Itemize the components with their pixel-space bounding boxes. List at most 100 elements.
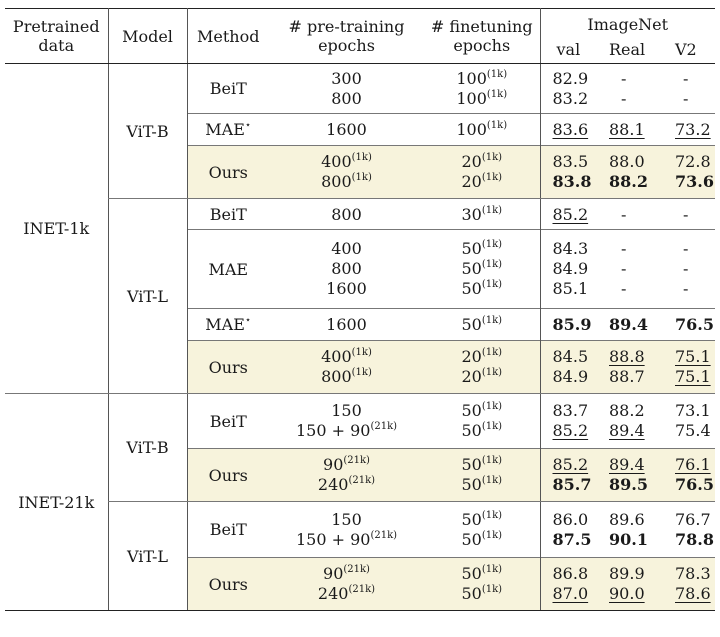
finetune-epochs-cell: 50(1k) 50(1k) 50(1k) xyxy=(461,239,503,298)
pretrain-epochs-cell: 90(21k) 240(21k) xyxy=(269,557,424,611)
header-finetuning-line1: # finetuning xyxy=(430,17,533,36)
pretrain-epochs-cell: 400 800 1600 xyxy=(326,239,367,298)
method-beit: BeiT xyxy=(186,198,269,230)
real-cell: 89.6 90.1 xyxy=(609,509,648,549)
finetune-epochs-cell: 50(1k) 50(1k) xyxy=(424,557,540,611)
header-v2: V2 xyxy=(661,36,715,64)
method-beit: BeiT xyxy=(186,501,269,558)
header-finetuning-line2: epochs xyxy=(453,36,511,55)
header-pretraining-line2: epochs xyxy=(318,36,375,55)
model-vit-b-1k: ViT-B xyxy=(107,63,187,199)
pretrain-epochs-cell: 1600 xyxy=(326,315,367,334)
pretrain-epochs-cell: 400(1k) 800(1k) xyxy=(269,340,424,394)
table-row: ViT-L BeiT 150 150 + 90(21k) 50(1k) 50(1k)… xyxy=(5,501,715,611)
results-table: Pretrained data Model Method # pre-train… xyxy=(5,8,715,611)
pretrain-epochs-cell: 400(1k) 800(1k) xyxy=(269,145,424,199)
real-cell: 88.1 xyxy=(609,120,645,139)
v2-cell: 76.5 xyxy=(675,315,714,334)
header-pretrained-line2: data xyxy=(38,36,75,55)
group-inet-21k: INET-21k xyxy=(5,393,108,611)
val-cell: 83.5 83.8 xyxy=(539,145,603,199)
real-cell: -- xyxy=(621,68,627,108)
val-cell: 82.9 83.2 xyxy=(539,63,603,114)
val-cell: 85.2 85.7 xyxy=(539,448,603,502)
v2-cell: --- xyxy=(683,239,689,298)
table-header: Pretrained data Model Method # pre-train… xyxy=(5,8,715,64)
v2-cell: 78.3 78.6 xyxy=(661,557,715,611)
pretrain-epochs-cell: 800 xyxy=(331,204,362,224)
header-real: Real xyxy=(603,36,661,64)
pretrain-epochs-cell: 150 150 + 90(21k) xyxy=(295,509,398,549)
real-cell: 88.0 88.2 xyxy=(603,145,661,199)
v2-cell: 72.8 73.6 xyxy=(661,145,715,199)
finetune-epochs-cell: 100(1k) xyxy=(456,120,508,139)
pretrain-epochs-cell: 1600 xyxy=(326,120,367,139)
table-body: INET-1k ViT-B BeiT 300 800 100(1k) 100(1k)… xyxy=(5,63,715,611)
method-ours: Ours xyxy=(186,340,269,394)
table-row: Ours 90(21k) 240(21k) 50(1k) 50(1k) 86.8 87… xyxy=(5,557,715,611)
v2-cell: 73.1 75.4 xyxy=(675,401,711,440)
table-row: Ours 90(21k) 240(21k) 50(1k) 50(1k) 85.2 85… xyxy=(5,448,715,502)
pretrain-epochs-cell: 150 150 + 90(21k) xyxy=(295,401,398,440)
table-row: Ours 400(1k) 800(1k) 20(1k) 20(1k) 84.5 84.… xyxy=(5,340,715,394)
header-model: Model xyxy=(107,8,187,64)
val-cell: 85.2 xyxy=(539,198,603,230)
real-cell: 88.2 89.4 xyxy=(609,401,645,440)
table-row: INET-21k ViT-B BeiT 150 150 + 90(21k) 50(… xyxy=(5,393,715,611)
v2-cell: 75.1 75.1 xyxy=(661,340,715,394)
table-row: MAE⋆ 1600 100(1k) 83.6 88.1 73.2 xyxy=(5,113,715,146)
finetune-epochs-cell: 50(1k) 50(1k) xyxy=(461,509,503,549)
real-cell: - xyxy=(621,204,627,224)
val-cell: 84.3 84.9 85.1 xyxy=(539,229,603,309)
table-row: MAE 400 800 1600 50(1k) 50(1k) 50(1k) 84.3 84… xyxy=(5,229,715,309)
real-cell: 89.9 90.0 xyxy=(603,557,661,611)
method-ours: Ours xyxy=(186,145,269,199)
method-beit: BeiT xyxy=(186,393,269,449)
model-vit-l-1k: ViT-L xyxy=(107,198,187,394)
v2-cell: 73.2 xyxy=(675,120,711,139)
method-mae: MAE xyxy=(186,229,269,309)
method-ours: Ours xyxy=(186,557,269,611)
real-cell: 89.4 xyxy=(609,315,648,334)
method-ours: Ours xyxy=(186,448,269,502)
header-val: val xyxy=(539,36,603,64)
val-cell: 84.5 84.9 xyxy=(539,340,603,394)
header-imagenet: ImageNet xyxy=(539,8,715,37)
finetune-epochs-cell: 20(1k) 20(1k) xyxy=(424,145,540,199)
v2-cell: 76.1 76.5 xyxy=(661,448,715,502)
real-cell: 89.4 89.5 xyxy=(603,448,661,502)
real-cell: 88.8 88.7 xyxy=(603,340,661,394)
method-beit: BeiT xyxy=(186,63,269,114)
table-row: Ours 400(1k) 800(1k) 20(1k) 20(1k) 83.5 83.… xyxy=(5,145,715,199)
finetune-epochs-cell: 50(1k) 50(1k) xyxy=(424,448,540,502)
method-mae-star: MAE⋆ xyxy=(186,308,269,341)
finetune-epochs-cell: 100(1k) 100(1k) xyxy=(456,68,508,108)
val-cell: 86.0 87.5 xyxy=(539,501,603,558)
header-pretraining-epochs: # pre-training epochs xyxy=(269,8,424,64)
v2-cell: 76.7 78.8 xyxy=(675,509,714,549)
val-cell: 83.7 85.2 xyxy=(539,393,603,449)
table-row: INET-1k ViT-B BeiT 300 800 100(1k) 100(1k)… xyxy=(5,63,715,394)
model-vit-b-21k: ViT-B xyxy=(107,393,187,502)
finetune-epochs-cell: 20(1k) 20(1k) xyxy=(424,340,540,394)
header-pretrained-line1: Pretrained xyxy=(12,17,100,36)
finetune-epochs-cell: 30(1k) xyxy=(461,204,503,224)
table-row: ViT-L BeiT 800 30(1k) 85.2 - - xyxy=(5,198,715,394)
pretrain-epochs-cell: 90(21k) 240(21k) xyxy=(269,448,424,502)
group-inet-1k: INET-1k xyxy=(5,63,108,394)
v2-cell: -- xyxy=(683,68,689,108)
header-pretraining-line1: # pre-training xyxy=(288,17,405,36)
method-mae-star: MAE⋆ xyxy=(186,113,269,146)
header-method: Method xyxy=(186,8,269,64)
v2-cell: - xyxy=(683,204,689,224)
table-row: MAE⋆ 1600 50(1k) 85.9 89.4 76.5 xyxy=(5,308,715,341)
header-finetuning-epochs: # finetuning epochs xyxy=(424,8,540,64)
real-cell: --- xyxy=(621,239,627,298)
val-cell: 83.6 xyxy=(539,113,603,146)
val-cell: 85.9 xyxy=(539,308,603,341)
val-cell: 86.8 87.0 xyxy=(539,557,603,611)
pretrain-epochs-cell: 300 800 xyxy=(331,68,362,108)
header-pretrained-data: Pretrained data xyxy=(5,8,108,64)
model-vit-l-21k: ViT-L xyxy=(107,501,187,611)
